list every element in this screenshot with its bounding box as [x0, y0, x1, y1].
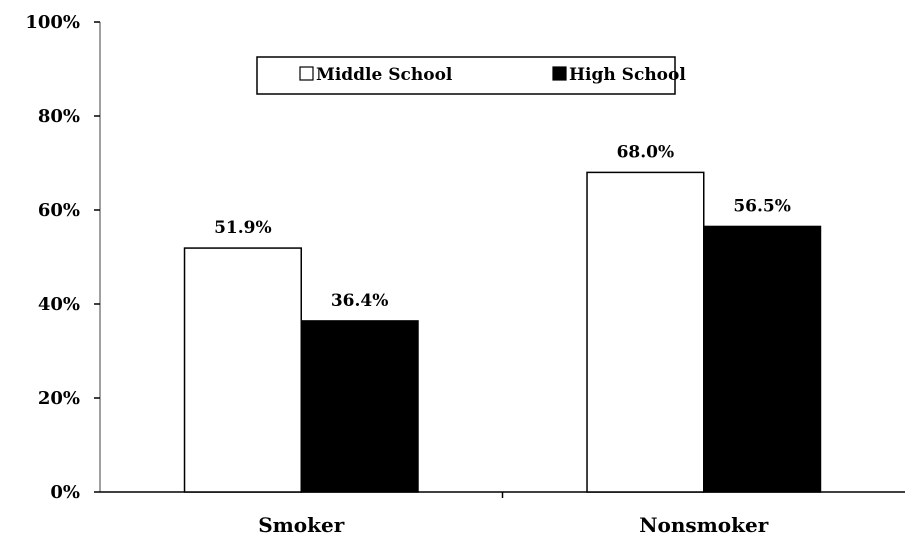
bar-middle-school-smoker — [183, 247, 302, 493]
bars — [183, 171, 822, 493]
y-tick-label: 60% — [38, 200, 80, 221]
y-tick-label: 100% — [25, 12, 80, 33]
y-tick-label: 0% — [50, 482, 80, 503]
legend-swatch-high-school — [552, 66, 567, 81]
y-tick-label: 40% — [38, 294, 80, 315]
legend-swatch-middle-school — [299, 66, 314, 81]
legend-box — [256, 56, 676, 95]
data-label: 56.5% — [733, 196, 791, 216]
y-tick-label: 20% — [38, 388, 80, 409]
data-label: 36.4% — [331, 291, 389, 311]
data-labels: 51.9% 36.4% 68.0% 56.5% — [214, 142, 791, 311]
data-label: 68.0% — [617, 142, 675, 162]
legend: Middle School High School — [256, 56, 686, 95]
bar-middle-school-nonsmoker — [586, 171, 705, 493]
data-label: 51.9% — [214, 218, 272, 238]
y-tick-label: 80% — [38, 106, 80, 127]
x-category-labels: Smoker Nonsmoker — [258, 492, 769, 537]
bar-high-school-smoker — [300, 320, 419, 493]
legend-label-high-school: High School — [569, 65, 686, 85]
x-category-label: Smoker — [258, 513, 345, 537]
legend-label-middle-school: Middle School — [316, 65, 453, 85]
bar-high-school-nonsmoker — [703, 225, 822, 493]
x-category-label: Nonsmoker — [639, 513, 769, 537]
y-ticks: 0% 20% 40% 60% 80% 100% — [25, 12, 100, 503]
